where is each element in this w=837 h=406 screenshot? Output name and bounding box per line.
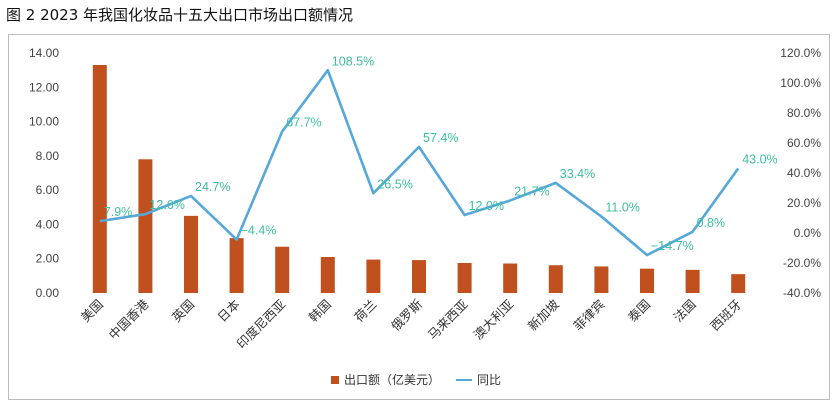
yoy-data-label: 11.0% bbox=[605, 201, 640, 215]
yoy-data-label: 12.6% bbox=[149, 198, 184, 212]
legend-bar-label: 出口额（亿美元） bbox=[344, 373, 441, 387]
data-labels: 7.9% 12.6% 24.7% −4.4% 67.7% 108.5% 26.5% 57.4%… bbox=[104, 54, 778, 253]
right-tick-label: -40.0% bbox=[783, 286, 821, 300]
yoy-data-label: 21.7% bbox=[514, 184, 549, 198]
yoy-data-label: 0.8% bbox=[697, 216, 726, 230]
left-tick-label: 6.00 bbox=[36, 183, 60, 197]
yoy-data-label: 24.7% bbox=[195, 180, 230, 194]
yoy-data-label: 12.0% bbox=[469, 199, 504, 213]
yoy-data-label: 57.4% bbox=[423, 131, 458, 145]
left-tick-label: 2.00 bbox=[36, 252, 60, 266]
bar bbox=[184, 215, 198, 293]
right-tick-label: 100.0% bbox=[780, 76, 821, 90]
figure-title: 图 2 2023 年我国化妆品十五大出口市场出口额情况 bbox=[6, 6, 354, 24]
category-label: 俄罗斯 bbox=[388, 297, 425, 334]
legend-line-swatch bbox=[456, 378, 473, 381]
left-tick-label: 14.00 bbox=[29, 46, 59, 60]
category-label: 美国 bbox=[78, 297, 106, 325]
category-label: 中国香港 bbox=[106, 296, 152, 342]
category-label: 马来西亚 bbox=[425, 297, 471, 343]
category-label: 澳大利亚 bbox=[470, 297, 516, 343]
category-label: 韩国 bbox=[306, 297, 334, 325]
bar bbox=[594, 266, 609, 293]
category-label: 法国 bbox=[670, 297, 698, 325]
right-tick-label: 120.0% bbox=[780, 46, 821, 60]
right-tick-label: 60.0% bbox=[787, 136, 821, 150]
yoy-line bbox=[99, 68, 740, 257]
yoy-data-label: 7.9% bbox=[104, 205, 133, 219]
left-tick-label: 10.00 bbox=[29, 115, 59, 129]
combo-chart: 0.00 2.00 4.00 6.00 8.00 10.00 12.00 14.00 -40.… bbox=[29, 46, 821, 351]
bar bbox=[731, 274, 746, 293]
bar bbox=[457, 263, 472, 293]
category-label: 泰国 bbox=[625, 297, 653, 325]
left-tick-label: 12.00 bbox=[29, 80, 59, 94]
bar bbox=[412, 260, 426, 293]
left-axis: 0.00 2.00 4.00 6.00 8.00 10.00 12.00 14.00 bbox=[29, 46, 59, 300]
category-label: 印度尼西亚 bbox=[234, 297, 289, 352]
left-tick-label: 4.00 bbox=[36, 217, 60, 231]
legend: 出口额（亿美元） 同比 bbox=[331, 371, 501, 388]
bar-series bbox=[92, 65, 746, 293]
yoy-data-label: −14.7% bbox=[651, 239, 694, 253]
category-label: 日本 bbox=[214, 296, 243, 325]
left-tick-label: 0.00 bbox=[36, 286, 60, 300]
category-label: 西班牙 bbox=[707, 297, 744, 334]
category-label: 英国 bbox=[169, 297, 197, 325]
category-label: 荷兰 bbox=[351, 297, 379, 325]
bar bbox=[275, 246, 290, 293]
bar bbox=[548, 265, 563, 293]
yoy-data-label: 67.7% bbox=[286, 115, 321, 129]
yoy-data-label: 26.5% bbox=[377, 177, 412, 191]
bar bbox=[138, 159, 153, 293]
bar bbox=[685, 269, 700, 293]
category-label: 菲律宾 bbox=[570, 297, 607, 334]
bar bbox=[503, 263, 518, 293]
right-tick-label: 0.0% bbox=[794, 226, 822, 240]
yoy-data-label: −4.4% bbox=[241, 224, 277, 238]
legend-bar-swatch bbox=[331, 375, 339, 384]
legend-line-label: 同比 bbox=[477, 373, 502, 387]
right-tick-label: 40.0% bbox=[787, 166, 821, 180]
bar bbox=[92, 65, 107, 293]
right-axis: -40.0% -20.0% 0.0% 20.0% 40.0% 60.0% 80.0% 100.… bbox=[780, 46, 821, 300]
bar bbox=[229, 238, 244, 293]
bar bbox=[366, 259, 381, 293]
right-tick-label: 20.0% bbox=[787, 196, 821, 210]
left-tick-label: 8.00 bbox=[36, 149, 60, 163]
line-series bbox=[99, 68, 740, 257]
chart-container: 0.00 2.00 4.00 6.00 8.00 10.00 12.00 14.00 -40.… bbox=[8, 34, 830, 400]
right-tick-label: -20.0% bbox=[783, 256, 821, 270]
right-tick-label: 80.0% bbox=[787, 106, 821, 120]
bar bbox=[640, 268, 654, 293]
category-label: 新加坡 bbox=[525, 296, 562, 333]
yoy-data-label: 108.5% bbox=[332, 54, 374, 68]
yoy-data-label: 33.4% bbox=[560, 167, 595, 181]
yoy-data-label: 43.0% bbox=[742, 153, 777, 167]
bar bbox=[320, 257, 335, 293]
